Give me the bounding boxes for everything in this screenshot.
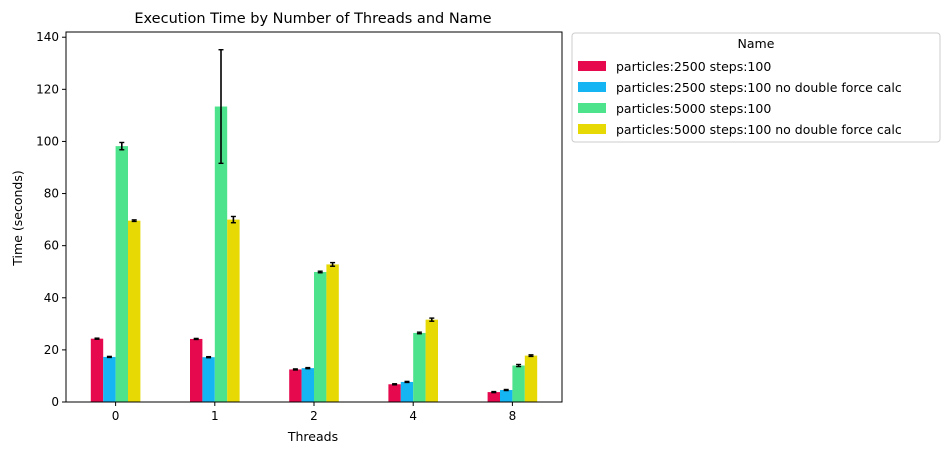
bar: [400, 381, 414, 402]
y-tick-label: 140: [36, 30, 59, 44]
y-tick-label: 60: [44, 239, 59, 253]
y-tick-label: 120: [36, 82, 59, 96]
bar: [413, 332, 426, 402]
bar: [227, 219, 240, 402]
bar: [103, 356, 116, 402]
bar: [512, 365, 525, 402]
bars-layer: [90, 106, 538, 403]
x-tick-label: 8: [509, 409, 517, 423]
bar: [524, 355, 538, 402]
bar: [202, 357, 215, 402]
y-axis: 0 20 40 60 80 100 120 140: [36, 30, 66, 409]
bar: [301, 368, 314, 402]
legend: Name particles:2500 steps:100 particles:2…: [571, 32, 941, 143]
x-tick-label: 0: [112, 409, 120, 423]
bar: [115, 146, 128, 402]
legend-label: particles:2500 steps:100 no double force…: [616, 80, 902, 95]
legend-swatch: [578, 82, 606, 92]
bar: [90, 338, 104, 402]
bar: [190, 338, 203, 402]
bar: [388, 384, 401, 402]
chart-title: Execution Time by Number of Threads and …: [134, 11, 491, 27]
legend-label: particles:5000 steps:100: [616, 101, 771, 116]
y-tick-label: 20: [44, 343, 59, 357]
legend-title: Name: [738, 36, 775, 51]
y-tick-label: 100: [36, 134, 59, 148]
y-tick-label: 40: [44, 291, 59, 305]
y-axis-label: Time (seconds): [10, 170, 25, 266]
x-tick-label: 2: [310, 409, 318, 423]
bar: [128, 220, 141, 402]
bar: [214, 106, 228, 403]
bar: [425, 319, 438, 402]
x-tick-label: 1: [211, 409, 219, 423]
x-axis: 0 1 2 4 8: [112, 402, 516, 423]
legend-label: particles:2500 steps:100: [616, 59, 771, 74]
legend-label: particles:5000 steps:100 no double force…: [616, 122, 902, 137]
bar: [326, 264, 339, 402]
legend-swatch: [578, 103, 606, 113]
bar: [289, 369, 302, 402]
bar: [500, 390, 513, 402]
error-bars-layer: [94, 49, 534, 394]
y-tick-label: 80: [44, 187, 59, 201]
x-axis-label: Threads: [287, 429, 338, 444]
y-tick-label: 0: [51, 395, 59, 409]
legend-swatch: [578, 61, 606, 71]
legend-swatch: [578, 124, 606, 134]
bar: [487, 392, 500, 402]
legend-box: [571, 32, 941, 143]
bar: [314, 271, 327, 402]
x-tick-label: 4: [409, 409, 417, 423]
